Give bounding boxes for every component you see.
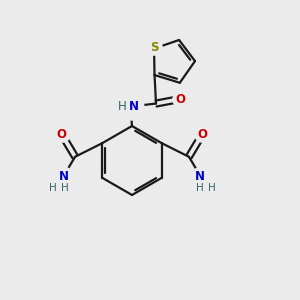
Text: H: H [208, 183, 215, 193]
Text: S: S [150, 40, 158, 54]
Text: N: N [195, 170, 205, 183]
Text: N: N [59, 170, 69, 183]
Text: O: O [57, 128, 67, 141]
Text: O: O [175, 92, 185, 106]
Text: H: H [61, 183, 68, 193]
Text: H: H [49, 183, 56, 193]
Text: N: N [128, 100, 139, 113]
Text: H: H [118, 100, 127, 113]
Text: O: O [197, 128, 207, 141]
Text: H: H [196, 183, 203, 193]
